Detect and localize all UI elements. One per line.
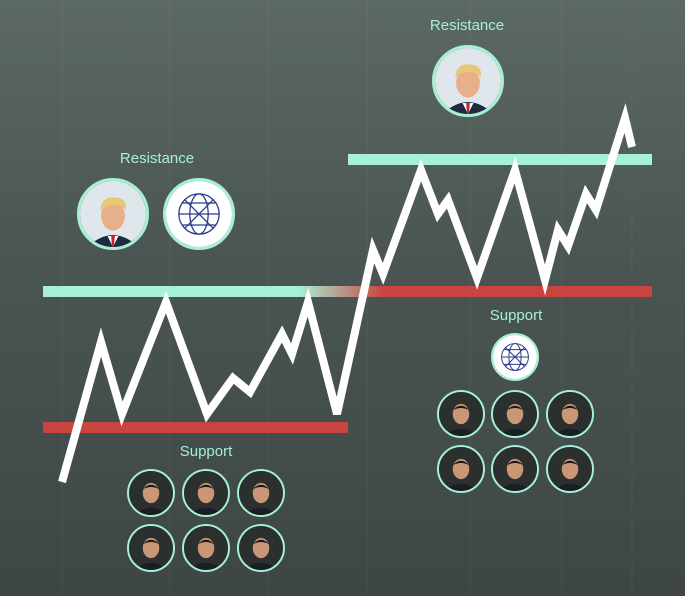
globe-logo-icon [163, 178, 235, 250]
support-label-right: Support [489, 307, 543, 324]
politician-portrait-icon [491, 445, 539, 493]
politician-portrait-icon [127, 524, 175, 572]
price-line [58, 103, 636, 484]
resistance-line-upper [348, 154, 652, 165]
globe-logo-icon [491, 333, 539, 381]
politician-portrait-icon [182, 469, 230, 517]
resistance-support-flip-line [43, 286, 652, 297]
politician-portrait-icon [546, 390, 594, 438]
trump-portrait-icon [77, 178, 149, 250]
politician-portrait-icon [546, 445, 594, 493]
trump-portrait-icon [432, 45, 504, 117]
support-label-left: Support [179, 443, 233, 460]
politician-portrait-icon [237, 524, 285, 572]
politician-portrait-icon [237, 469, 285, 517]
politician-portrait-icon [437, 445, 485, 493]
politician-portrait-icon [182, 524, 230, 572]
politician-portrait-icon [127, 469, 175, 517]
resistance-label-right: Resistance [429, 17, 505, 34]
politician-portrait-icon [491, 390, 539, 438]
support-line-lower [43, 422, 348, 433]
resistance-label-left: Resistance [119, 150, 195, 167]
politician-portrait-icon [437, 390, 485, 438]
